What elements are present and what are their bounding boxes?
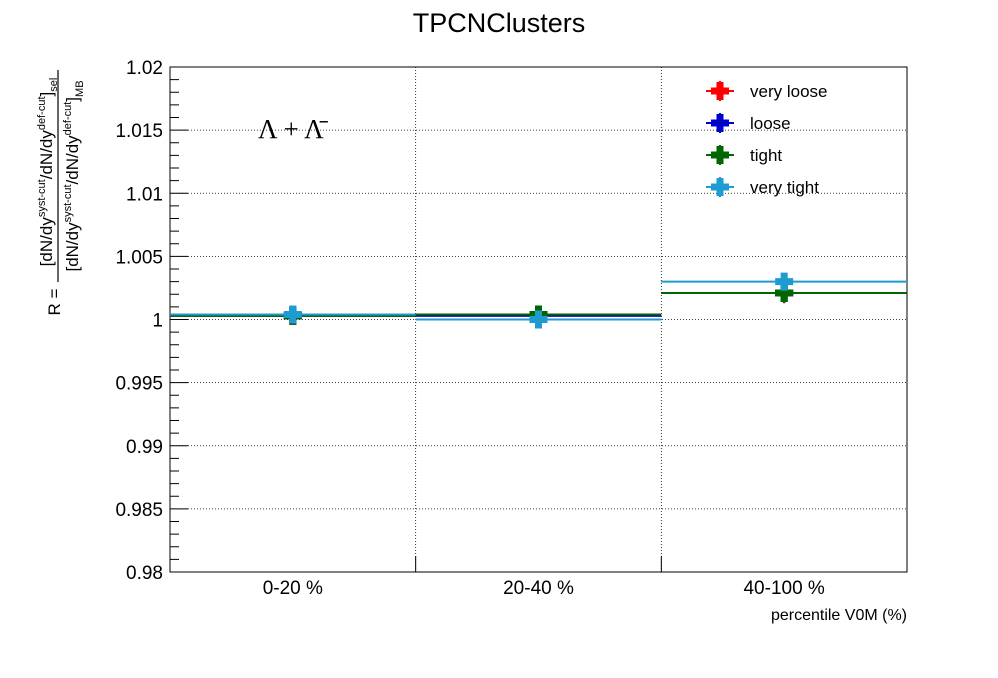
legend-label: tight bbox=[750, 146, 782, 165]
x-tick-label: 40-100 % bbox=[743, 578, 824, 599]
legend-label: very loose bbox=[750, 82, 827, 101]
legend: very loose loose tight very tight bbox=[706, 81, 827, 197]
y-axis-label-numerator: [dN/dysyst-cut/dN/dydef-cut]sel bbox=[36, 78, 60, 267]
particle-annotation-text: Λ + Λ̄ bbox=[258, 114, 329, 144]
data-point bbox=[775, 272, 794, 291]
y-tick-label: 1.005 bbox=[115, 247, 163, 268]
y-axis-label-denominator: [dN/dysyst-cut/dN/dydef-cut]MB bbox=[62, 80, 86, 271]
data-point bbox=[775, 283, 794, 302]
data-point bbox=[529, 310, 548, 329]
legend-marker bbox=[711, 114, 729, 132]
x-tick-label: 20-40 % bbox=[503, 578, 574, 599]
y-tick-label: 1 bbox=[152, 311, 163, 332]
x-axis-label: percentile V0M (%) bbox=[771, 607, 907, 624]
legend-marker bbox=[711, 146, 729, 164]
x-tick-label: 0-20 % bbox=[263, 578, 323, 599]
data-marks bbox=[170, 272, 907, 329]
axes: 0.98 0.985 0.99 0.995 1 1.005 1.01 1.015 1.02 0-2… bbox=[115, 58, 908, 599]
legend-entry: very tight bbox=[706, 177, 819, 197]
legend-marker bbox=[711, 82, 729, 100]
chart-title: TPCNClusters bbox=[413, 8, 586, 38]
legend-label: loose bbox=[750, 114, 791, 133]
y-tick-label: 0.99 bbox=[126, 437, 163, 458]
y-tick-label: 0.98 bbox=[126, 563, 163, 584]
legend-entry: very loose bbox=[706, 81, 827, 101]
legend-marker bbox=[711, 178, 729, 196]
y-axis-label: R = [dN/dysyst-cut/dN/dydef-cut]sel [dN/… bbox=[36, 70, 86, 315]
legend-entry: loose bbox=[706, 113, 791, 133]
series-very-tight bbox=[170, 272, 907, 329]
particle-annotation: Λ + Λ̄ bbox=[258, 114, 329, 144]
y-tick-label: 0.985 bbox=[115, 500, 163, 521]
y-axis-label-prefix: R = bbox=[45, 288, 64, 315]
y-tick-label: 0.995 bbox=[115, 374, 163, 395]
y-tick-label: 1.015 bbox=[115, 121, 163, 142]
y-tick-label: 1.02 bbox=[126, 58, 163, 79]
legend-entry: tight bbox=[706, 145, 782, 165]
legend-label: very tight bbox=[750, 178, 819, 197]
data-point bbox=[283, 305, 302, 324]
y-tick-label: 1.01 bbox=[126, 184, 163, 205]
